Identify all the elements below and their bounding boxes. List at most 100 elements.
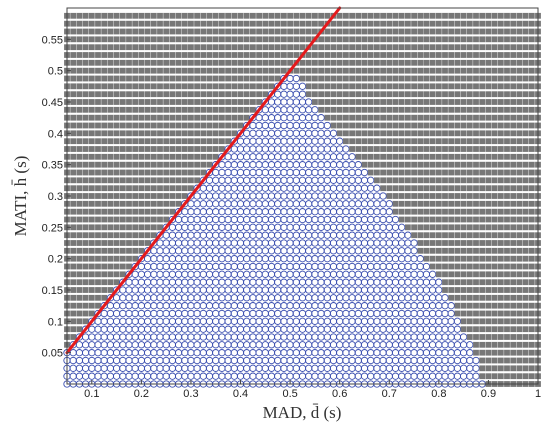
unstable-point — [485, 99, 492, 105]
unstable-point — [504, 326, 510, 333]
unstable-point — [194, 67, 200, 74]
unstable-point — [113, 279, 120, 286]
unstable-point — [169, 75, 176, 82]
unstable-point — [460, 59, 467, 66]
unstable-point — [101, 28, 108, 35]
unstable-point — [473, 271, 479, 278]
unstable-point — [448, 44, 455, 51]
unstable-point — [157, 177, 163, 184]
unstable-point — [169, 200, 176, 207]
unstable-point — [243, 36, 250, 43]
unstable-point — [522, 153, 529, 160]
unstable-point — [454, 185, 461, 192]
unstable-point — [163, 161, 170, 168]
unstable-point — [510, 255, 517, 262]
unstable-point — [330, 28, 337, 35]
unstable-point — [175, 185, 182, 192]
unstable-point — [250, 91, 256, 98]
unstable-point — [200, 20, 207, 27]
unstable-point — [169, 208, 176, 215]
unstable-point — [194, 36, 200, 43]
unstable-point — [454, 28, 461, 35]
unstable-point — [442, 12, 448, 19]
unstable-point — [466, 232, 473, 239]
unstable-point — [510, 287, 517, 293]
unstable-point — [417, 75, 424, 82]
unstable-point — [70, 279, 77, 286]
unstable-point — [423, 106, 430, 113]
unstable-point — [95, 255, 101, 262]
unstable-point — [491, 12, 498, 19]
unstable-point — [466, 287, 473, 293]
unstable-point — [528, 326, 535, 333]
unstable-point — [138, 67, 145, 74]
unstable-point — [504, 146, 510, 152]
unstable-point — [119, 20, 126, 27]
unstable-point — [157, 208, 163, 215]
unstable-point — [200, 106, 207, 113]
unstable-point — [491, 20, 498, 27]
unstable-point — [95, 59, 101, 66]
unstable-point — [76, 263, 83, 270]
unstable-point — [206, 99, 213, 105]
unstable-point — [497, 75, 504, 82]
unstable-point — [411, 224, 417, 231]
unstable-point — [448, 224, 455, 231]
unstable-point — [95, 83, 101, 90]
unstable-point — [95, 28, 101, 35]
unstable-point — [448, 146, 455, 152]
unstable-point — [423, 91, 430, 98]
unstable-point — [188, 99, 194, 105]
unstable-point — [150, 232, 157, 239]
unstable-point — [510, 114, 517, 121]
unstable-point — [528, 365, 535, 372]
unstable-point — [491, 169, 498, 176]
unstable-point — [479, 341, 486, 348]
unstable-point — [107, 153, 114, 160]
unstable-point — [287, 12, 293, 19]
unstable-point — [411, 153, 417, 160]
unstable-point — [448, 138, 455, 145]
unstable-point — [163, 12, 170, 19]
unstable-point — [274, 12, 281, 19]
unstable-point — [442, 122, 448, 129]
stable-point — [472, 372, 480, 380]
unstable-point — [392, 44, 399, 51]
unstable-point — [219, 28, 225, 35]
unstable-point — [88, 255, 95, 262]
unstable-point — [88, 169, 95, 176]
unstable-point — [330, 91, 337, 98]
unstable-point — [343, 114, 349, 121]
unstable-point — [305, 83, 312, 90]
unstable-point — [281, 28, 287, 35]
unstable-point — [497, 114, 504, 121]
unstable-point — [157, 185, 163, 192]
unstable-point — [355, 28, 362, 35]
unstable-point — [126, 177, 132, 184]
unstable-point — [522, 302, 529, 309]
unstable-point — [181, 83, 188, 90]
unstable-point — [466, 271, 473, 278]
unstable-point — [442, 67, 448, 74]
unstable-point — [330, 106, 337, 113]
unstable-point — [504, 52, 510, 58]
unstable-point — [516, 83, 523, 90]
unstable-point — [516, 334, 523, 340]
unstable-point — [374, 44, 380, 51]
unstable-point — [516, 365, 523, 372]
unstable-point — [138, 200, 145, 207]
unstable-point — [491, 349, 498, 356]
unstable-point — [398, 59, 405, 66]
unstable-point — [274, 67, 281, 74]
unstable-point — [88, 302, 95, 309]
unstable-point — [132, 240, 139, 246]
unstable-point — [479, 122, 486, 129]
unstable-point — [479, 326, 486, 333]
unstable-point — [448, 279, 455, 286]
unstable-point — [423, 255, 430, 262]
unstable-point — [411, 208, 417, 215]
unstable-point — [312, 52, 318, 58]
unstable-point — [70, 44, 77, 51]
unstable-point — [429, 28, 436, 35]
unstable-point — [380, 130, 386, 137]
